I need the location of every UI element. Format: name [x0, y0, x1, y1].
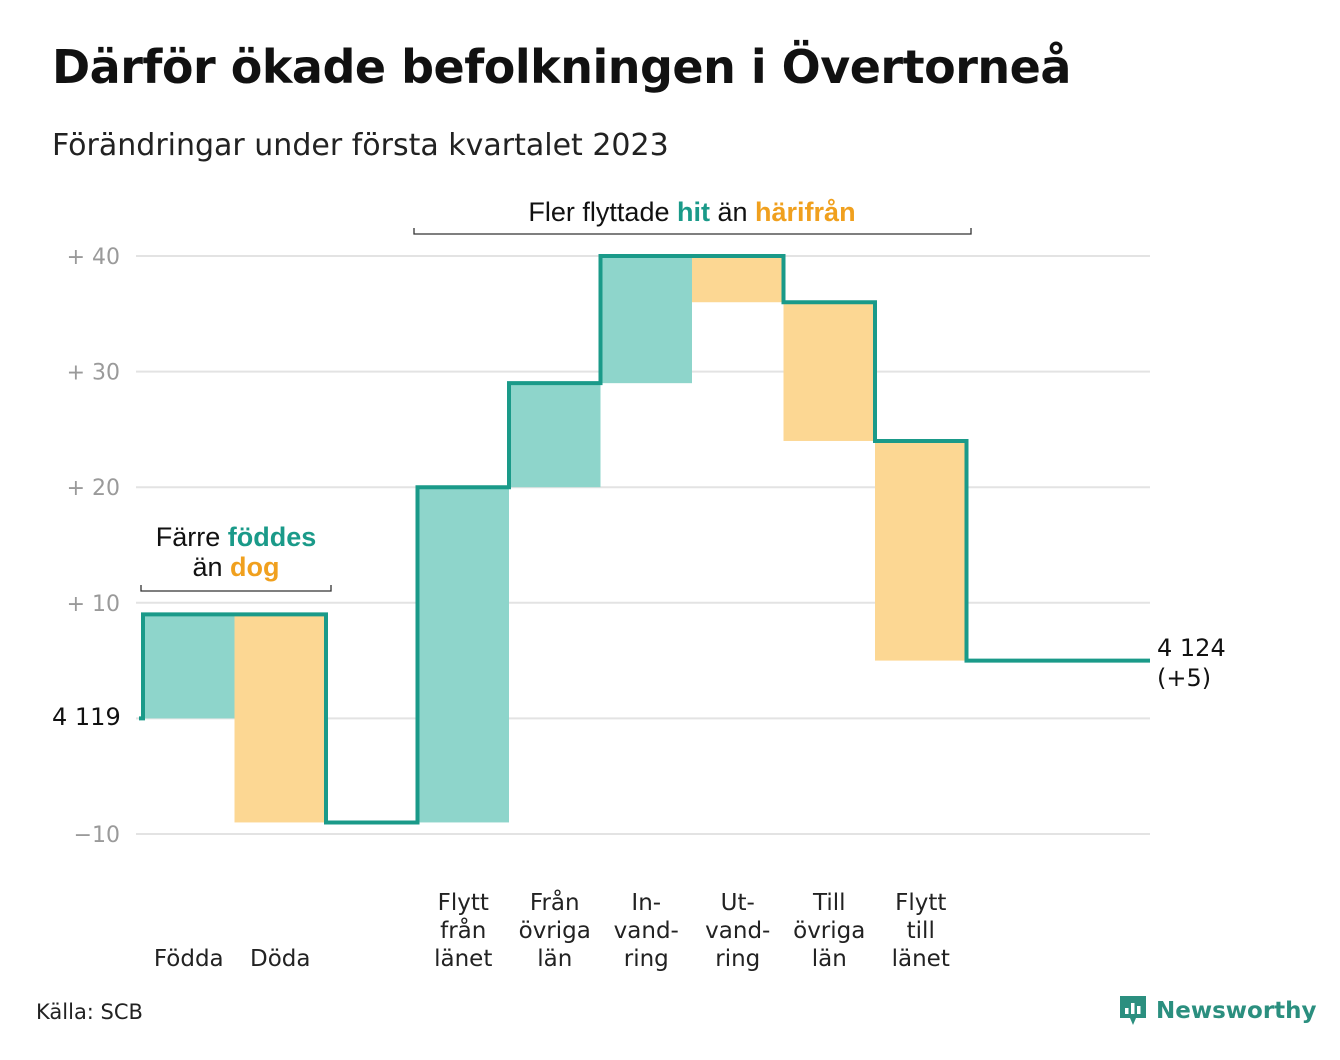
waterfall-chart: −10+ 10+ 20+ 30+ 40 Födda DödaFlyttfrånlä…	[52, 197, 1226, 972]
category-label: Till	[812, 890, 846, 916]
end-value-label: 4 124	[1157, 634, 1226, 662]
bar-till-övriga-län	[783, 302, 875, 441]
y-axis-ticks: −10 + 10 + 20 + 30 + 40	[67, 245, 120, 848]
category-label: från	[440, 916, 486, 944]
end-change-label: (+5)	[1157, 664, 1211, 692]
ann-migration-middle: än	[710, 197, 755, 227]
brand-logo: Newsworthy	[1118, 994, 1317, 1028]
category-label: län	[812, 946, 847, 972]
svg-text:Färre föddes: Färre föddes	[156, 522, 317, 552]
category-label: Ut-	[721, 890, 755, 916]
ann-migration-bracket	[413, 228, 972, 235]
source-credit: Källa: SCB	[36, 1000, 143, 1024]
chart-title: Därför ökade befolkningen i Övertorneå	[52, 40, 1071, 94]
x-axis-categories: Födda DödaFlyttfrånlänetFrånövrigalänIn-v…	[154, 888, 950, 972]
bar-flytt-från-länet	[417, 487, 509, 823]
category-label: övriga	[793, 918, 865, 944]
ann-births-bracket	[140, 585, 332, 592]
category-label: övriga	[519, 918, 591, 944]
cumulative-line	[139, 254, 1150, 825]
bar-flytt-till-länet	[875, 440, 967, 661]
ann-migration-highlight-in: hit	[677, 197, 710, 227]
chart-subtitle: Förändringar under första kvartalet 2023	[52, 128, 669, 163]
category-label: Flytt	[895, 890, 946, 916]
ann-deaths-highlight: dog	[230, 552, 279, 582]
category-label: länet	[434, 946, 492, 972]
svg-text:än dog: än dog	[192, 552, 279, 582]
category-label: Födda	[154, 946, 224, 972]
bar-invandring	[600, 256, 692, 384]
category-label: ring	[624, 946, 669, 972]
category-label: ring	[715, 946, 760, 972]
bar-döda	[234, 614, 326, 823]
y-tick-label: + 20	[67, 476, 120, 501]
category-label: till	[907, 918, 935, 944]
ann-births-prefix: Färre	[156, 522, 228, 552]
category-label: vand-	[705, 918, 770, 944]
y-tick-label: −10	[74, 823, 120, 848]
bar-från-övriga-län	[509, 383, 601, 488]
category-label: vand-	[614, 918, 679, 944]
category-label: länet	[892, 946, 950, 972]
category-label: Flytt	[438, 890, 489, 916]
ann-migration-highlight-out: härifrån	[755, 197, 856, 227]
y-tick-label: + 40	[67, 245, 120, 270]
svg-text:Fler flyttade hit än härifrån: Fler flyttade hit än härifrån	[528, 197, 855, 227]
waterfall-bars	[143, 256, 967, 823]
ann-migration-prefix: Fler flyttade	[528, 197, 677, 227]
category-label: Döda	[250, 946, 310, 972]
newsworthy-logo-icon	[1120, 996, 1146, 1025]
bar-utvandring	[692, 256, 784, 303]
births-deaths-annotation: Färre föddes än dog	[140, 522, 332, 592]
migration-annotation: Fler flyttade hit än härifrån	[413, 197, 972, 235]
y-tick-label: + 10	[67, 592, 120, 617]
brand-name: Newsworthy	[1156, 998, 1317, 1024]
ann-deaths-prefix: än	[192, 552, 230, 582]
start-value-label: 4 119	[52, 703, 121, 731]
bar-födda	[143, 614, 235, 719]
ann-births-highlight: föddes	[228, 522, 317, 552]
y-tick-label: + 30	[67, 361, 120, 386]
cumulative-step-line	[139, 254, 1150, 825]
category-label: In-	[631, 890, 661, 916]
category-label: län	[537, 946, 572, 972]
end-labels: 4 119 4 124 (+5)	[52, 634, 1226, 731]
category-label: Från	[530, 888, 580, 916]
